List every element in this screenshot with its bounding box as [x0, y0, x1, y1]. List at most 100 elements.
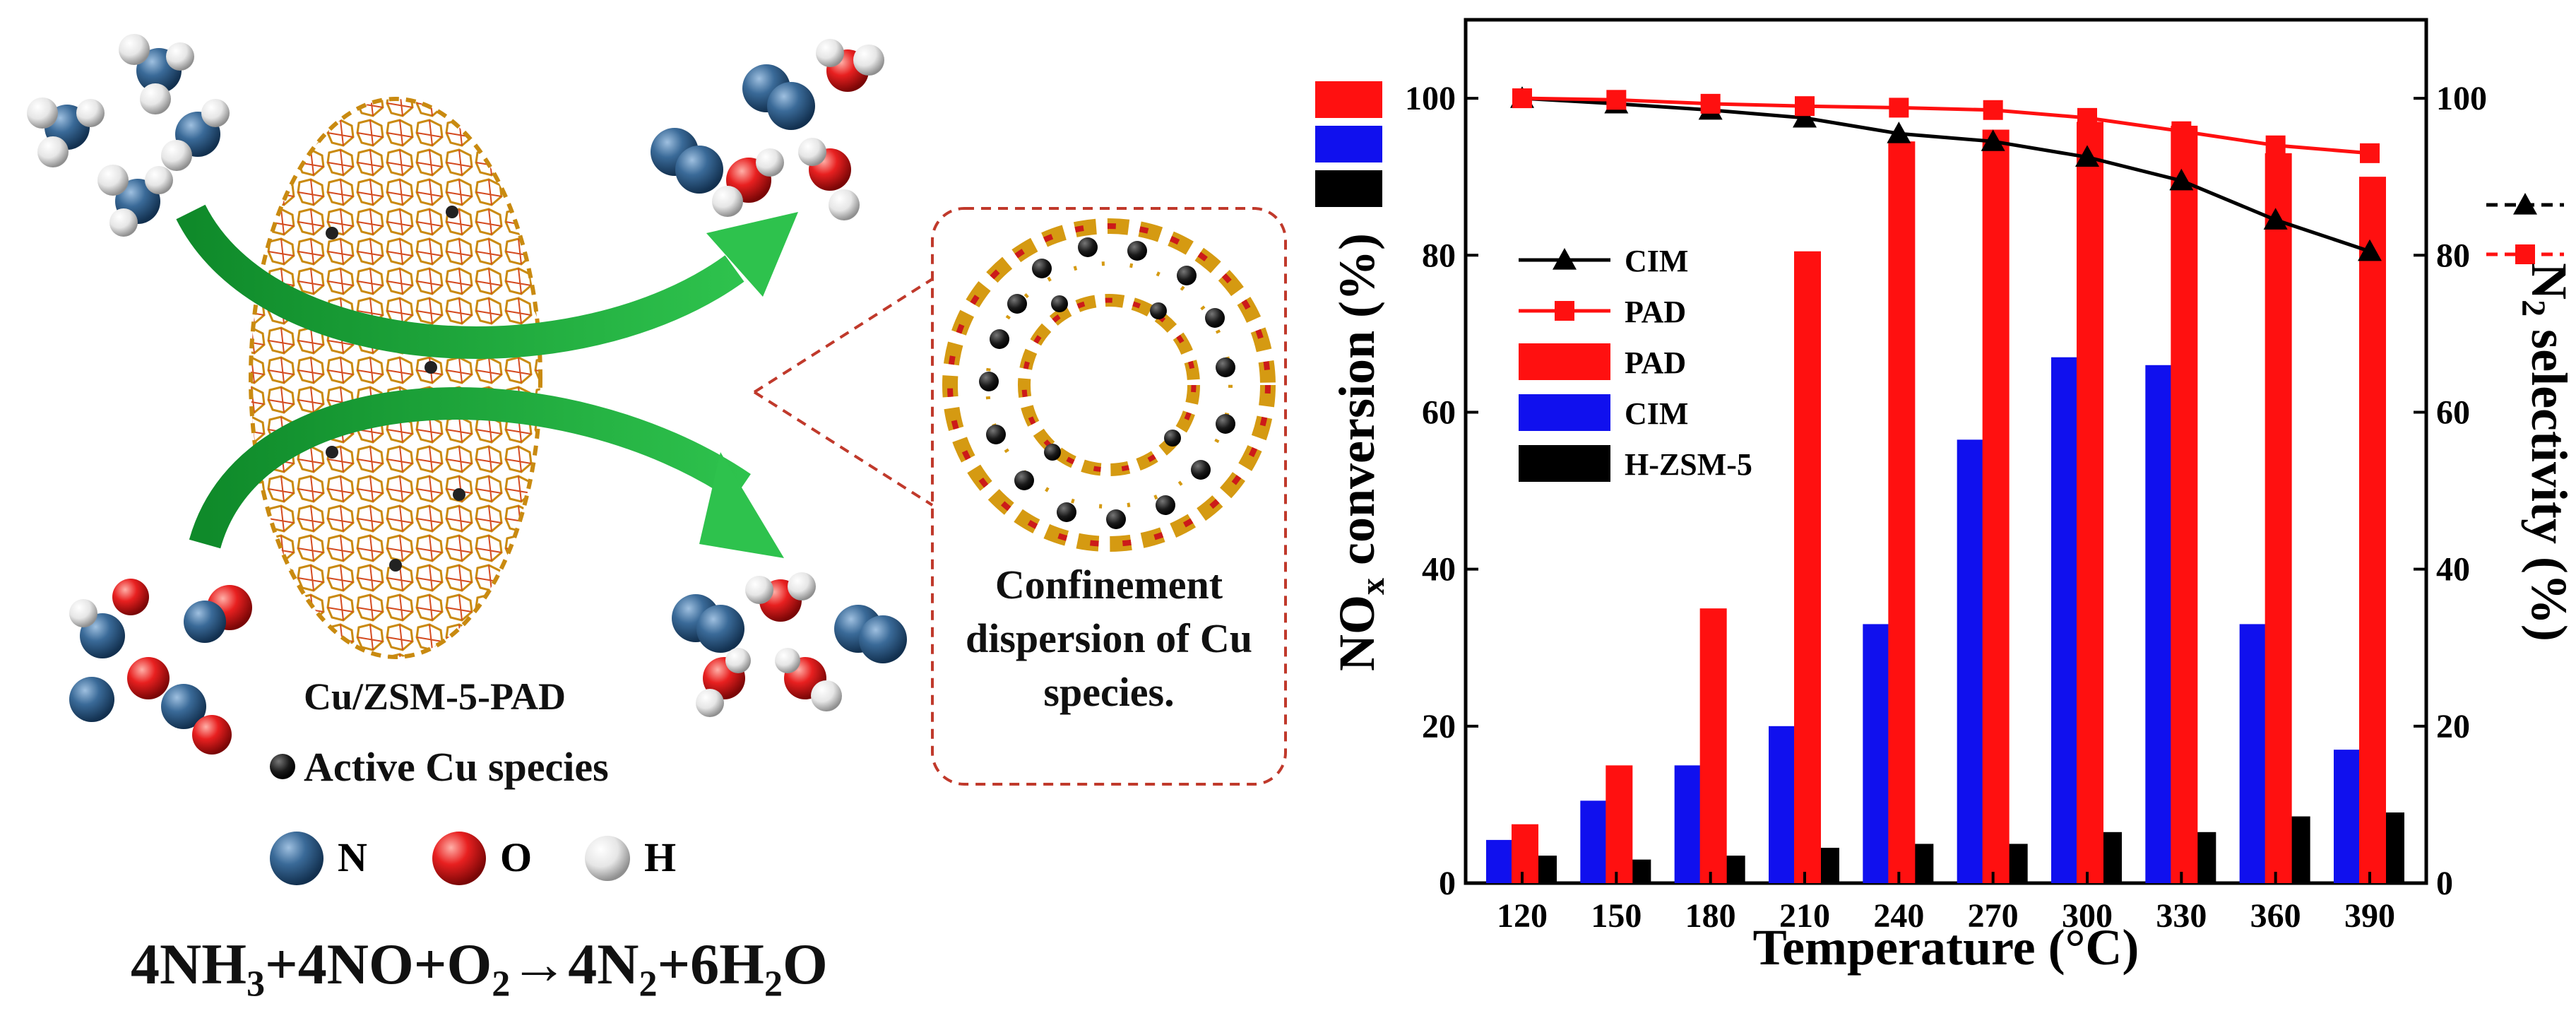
inset-caption: Confinement dispersion of Cu species. — [965, 562, 1253, 715]
legend-swatch-cim-bar — [1519, 394, 1610, 431]
left-tick-label: 100 — [1405, 80, 1456, 117]
bar-pad-360 — [2265, 153, 2292, 884]
point-cim-210 — [1793, 105, 1817, 128]
legend-label-h-zsm-5-bar: H-ZSM-5 — [1625, 447, 1752, 482]
no-molecules — [69, 579, 252, 755]
left-axis-label: NOx conversion (%) — [1329, 233, 1391, 671]
product-molecules-upper — [651, 39, 884, 220]
inset-frame — [931, 207, 1287, 786]
x-axis-label: Temperature (°C) — [1753, 919, 2139, 976]
bar-pad-120 — [1512, 824, 1538, 883]
x-tick-label: 270 — [1968, 897, 2019, 935]
left-tick-label: 20 — [1422, 708, 1456, 745]
nh3-molecules — [27, 34, 230, 237]
bar-pad-210 — [1794, 251, 1821, 884]
legend-label-cim-bar: CIM — [1625, 396, 1688, 431]
reaction-equation: 4NH3+4NO+O2→4N2+6H2O — [131, 932, 828, 1005]
chart-legend: CIM PAD PAD CIM H-ZSM-5 — [1519, 244, 1752, 482]
bar-cim-330 — [2145, 365, 2173, 883]
line-pad-selectivity — [1521, 96, 2370, 155]
reaction-arrow-lower — [189, 387, 751, 549]
legend-label-pad-line: PAD — [1625, 295, 1686, 329]
right-axis: 0 20 40 60 80 100 — [2414, 80, 2487, 902]
left-key-swatch-2 — [1315, 170, 1382, 207]
x-tick-label: 330 — [2156, 897, 2207, 935]
legend-label-cim-line: CIM — [1625, 244, 1688, 278]
left-axis-series-key — [1315, 81, 1382, 207]
point-pad-300 — [2077, 107, 2097, 128]
bar-cim-390 — [2334, 750, 2361, 883]
bar-pad-300 — [2077, 122, 2103, 883]
bar-cim-150 — [1580, 800, 1608, 883]
bar-series — [1486, 122, 2404, 884]
right-tick-label: 0 — [2436, 865, 2453, 902]
right-axis-label: N2 selectivity (%) — [2515, 263, 2576, 641]
atom-h-sphere — [585, 836, 630, 881]
point-cim-360 — [2263, 208, 2288, 230]
zeolite-framework — [251, 99, 540, 657]
point-cim-240 — [1887, 122, 1911, 143]
bar-cim-360 — [2239, 624, 2267, 883]
legend-label-pad-bar: PAD — [1625, 345, 1686, 380]
left-axis: 0 20 40 60 80 100 — [1405, 80, 1478, 902]
line-cim-selectivity — [1521, 96, 2370, 254]
bar-pad-150 — [1605, 765, 1633, 883]
left-tick-label: 40 — [1422, 551, 1456, 589]
x-tick-label: 120 — [1497, 897, 1548, 935]
legend-marker-pad-line — [1555, 301, 1574, 321]
x-tick-label: 210 — [1779, 897, 1830, 935]
right-axis-series-key — [2486, 193, 2564, 264]
x-tick-label: 240 — [1873, 897, 1924, 935]
inset-connector-bottom — [753, 391, 934, 507]
left-tick-label: 0 — [1439, 865, 1456, 902]
cu-site — [446, 206, 458, 218]
cu-dots — [979, 237, 1235, 529]
legend-swatch-h-zsm-5-bar — [1519, 445, 1610, 482]
right-key-marker-0 — [2513, 193, 2537, 215]
point-pad-360 — [2265, 135, 2286, 155]
bar-cim-120 — [1486, 839, 1513, 883]
point-pad-180 — [1700, 93, 1721, 114]
zeolite-illustration — [27, 34, 907, 885]
confinement-inset — [753, 207, 1287, 786]
arrow-head-upper — [706, 212, 798, 297]
bar-cim-300 — [2051, 357, 2078, 883]
active-cu-legend-dot — [270, 754, 295, 779]
inset-connector-top — [753, 278, 934, 394]
atom-legend-n: N — [338, 834, 367, 880]
atom-o-sphere — [432, 832, 486, 885]
zeolite-ring — [942, 218, 1276, 552]
right-key-marker-1 — [2515, 244, 2535, 264]
right-tick-label: 100 — [2436, 80, 2487, 117]
point-pad-150 — [1606, 90, 1627, 110]
bar-cim-270 — [1957, 439, 1984, 883]
cu-site — [389, 559, 402, 572]
point-cim-390 — [2358, 239, 2382, 261]
point-pad-240 — [1889, 97, 1909, 118]
bar-pad-270 — [1982, 129, 2010, 884]
line-series — [1510, 86, 2382, 261]
left-key-swatch-0 — [1315, 81, 1382, 118]
bar-cim-210 — [1769, 726, 1796, 883]
atom-n-sphere — [270, 832, 324, 885]
atom-legend-h: H — [644, 834, 677, 880]
nox-chart: 0 20 40 60 80 100 0 20 40 60 80 100 120 150 180 210 24… — [1315, 18, 2576, 976]
x-tick-label: 300 — [2062, 897, 2113, 935]
right-tick-label: 40 — [2436, 551, 2470, 589]
bar-pad-390 — [2359, 177, 2386, 883]
bar-pad-240 — [1888, 141, 1916, 883]
bar-cim-240 — [1863, 624, 1890, 883]
x-tick-label: 150 — [1591, 897, 1642, 935]
x-axis: 120 150 180 210 240 270 300 330 360 390 — [1497, 872, 2395, 935]
legend-swatch-pad-bar — [1519, 343, 1610, 380]
left-key-swatch-1 — [1315, 126, 1382, 162]
point-pad-330 — [2171, 121, 2192, 141]
point-pad-210 — [1795, 96, 1815, 117]
point-pad-270 — [1983, 100, 2003, 120]
legend-marker-cim-line — [1553, 248, 1577, 270]
bar-cim-180 — [1674, 765, 1702, 883]
bar-pad-330 — [2171, 125, 2198, 883]
cu-site — [453, 488, 465, 501]
active-cu-legend-label: Active Cu species — [304, 744, 609, 790]
right-tick-label: 60 — [2436, 394, 2470, 431]
